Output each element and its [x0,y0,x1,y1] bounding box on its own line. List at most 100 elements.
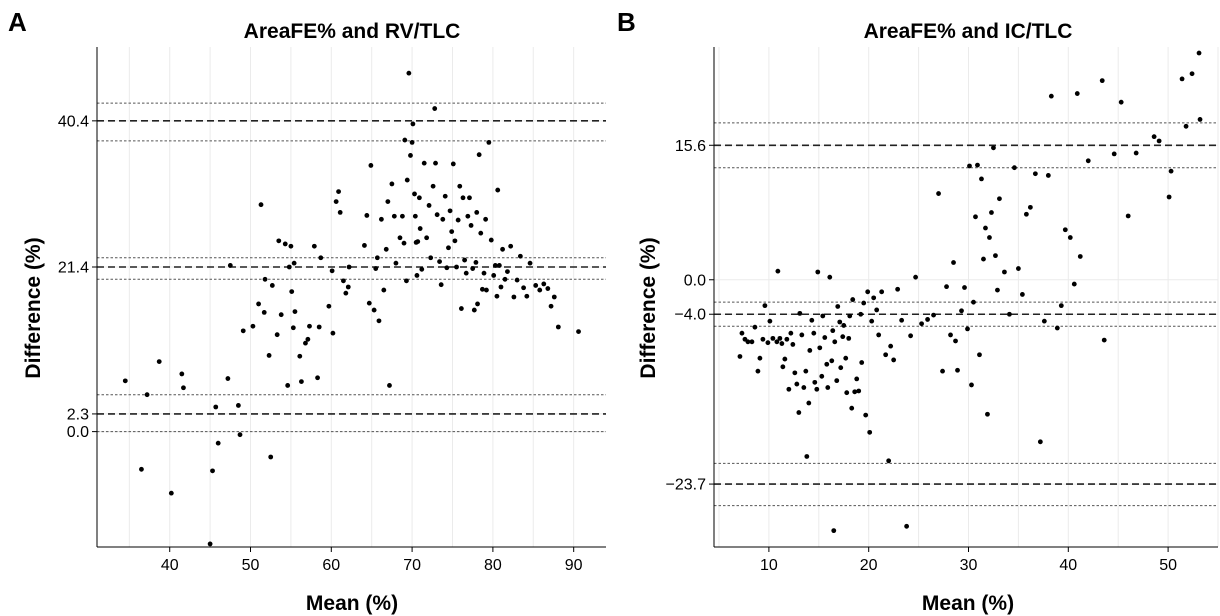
data-point [948,332,953,338]
data-point [843,355,849,361]
data-point [139,466,144,472]
data-point [807,348,813,353]
data-point [168,490,174,496]
data-point [262,276,268,282]
chart-title-a: AreaFE% and RV/TLC [244,20,461,43]
data-point [288,243,294,249]
data-point [944,284,949,290]
data-point [844,390,850,396]
data-point [760,336,766,342]
data-point [481,270,487,276]
data-point [925,317,930,322]
data-point [865,289,871,295]
data-point [387,383,392,388]
data-point [827,274,833,280]
data-point [442,193,448,199]
data-point [122,378,128,384]
data-point [366,300,372,306]
data-point [969,382,974,388]
data-point [521,285,526,291]
data-point [326,303,332,309]
data-point [774,339,780,345]
data-point [179,371,185,377]
data-point [1048,93,1054,99]
data-point [215,440,221,446]
data-point [1027,204,1033,210]
data-point [782,356,788,362]
data-point [1111,151,1117,157]
data-point [983,225,988,231]
data-point [1183,123,1189,129]
data-point [412,213,418,219]
data-point [400,213,405,219]
data-point [362,243,367,248]
data-point [289,289,295,295]
data-point [737,354,743,359]
data-point [383,246,389,252]
data-point [854,376,860,382]
data-point [462,257,468,263]
data-point [393,260,399,266]
data-point [391,213,397,219]
data-point [385,199,391,205]
data-point [282,241,288,247]
data-point [799,332,805,338]
y-tick-label: 0.0 [67,424,89,441]
x-tick-label: 50 [242,557,260,574]
data-point [997,196,1002,202]
data-point [412,191,417,197]
data-point [825,385,831,390]
data-point [337,209,343,215]
data-point [1015,266,1021,271]
data-point [991,145,996,151]
data-point [292,309,298,315]
data-point [498,284,504,290]
data-point [368,163,374,168]
data-point [811,330,817,336]
data-point [329,268,335,274]
data-point [1074,91,1080,96]
data-point [144,392,150,398]
data-point [406,70,412,76]
data-point [985,411,990,417]
y-tick-label: −23.7 [666,477,707,494]
data-point [883,352,889,358]
data-point [876,332,882,338]
data-point [908,333,914,339]
data-point [786,386,792,392]
data-point [502,276,508,282]
data-point [931,312,936,318]
data-point [962,285,967,290]
x-tick-label: 40 [1059,557,1077,574]
data-point [438,282,444,288]
data-point [527,260,533,266]
data-point [1032,171,1038,177]
data-point [471,307,477,313]
data-point [861,300,867,306]
data-point [752,324,758,330]
data-point [1085,158,1091,164]
data-point [452,238,458,244]
data-point [1037,439,1043,445]
data-point [1196,50,1202,56]
data-point [830,328,836,334]
data-point [449,229,455,235]
data-point [225,376,231,381]
data-point [500,246,505,252]
y-tick-label: 0.0 [684,272,706,289]
data-point [428,255,434,261]
x-axis-label-b: Mean (%) [922,592,1014,615]
data-point [290,325,296,331]
data-point [1041,318,1047,324]
data-point [156,359,162,365]
data-point [815,269,821,275]
data-point [274,332,280,338]
x-tick-label: 10 [760,557,778,574]
data-point [256,301,261,307]
data-point [792,370,798,376]
data-point [863,412,869,418]
x-axis-label-a: Mean (%) [306,592,398,615]
data-point [835,304,841,309]
data-point [834,378,840,384]
data-point [814,386,820,392]
